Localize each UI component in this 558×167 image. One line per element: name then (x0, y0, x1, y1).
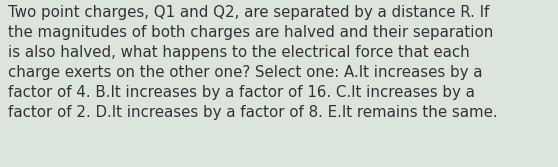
Text: Two point charges, Q1 and Q2, are separated by a distance R. If
the magnitudes o: Two point charges, Q1 and Q2, are separa… (8, 5, 498, 120)
